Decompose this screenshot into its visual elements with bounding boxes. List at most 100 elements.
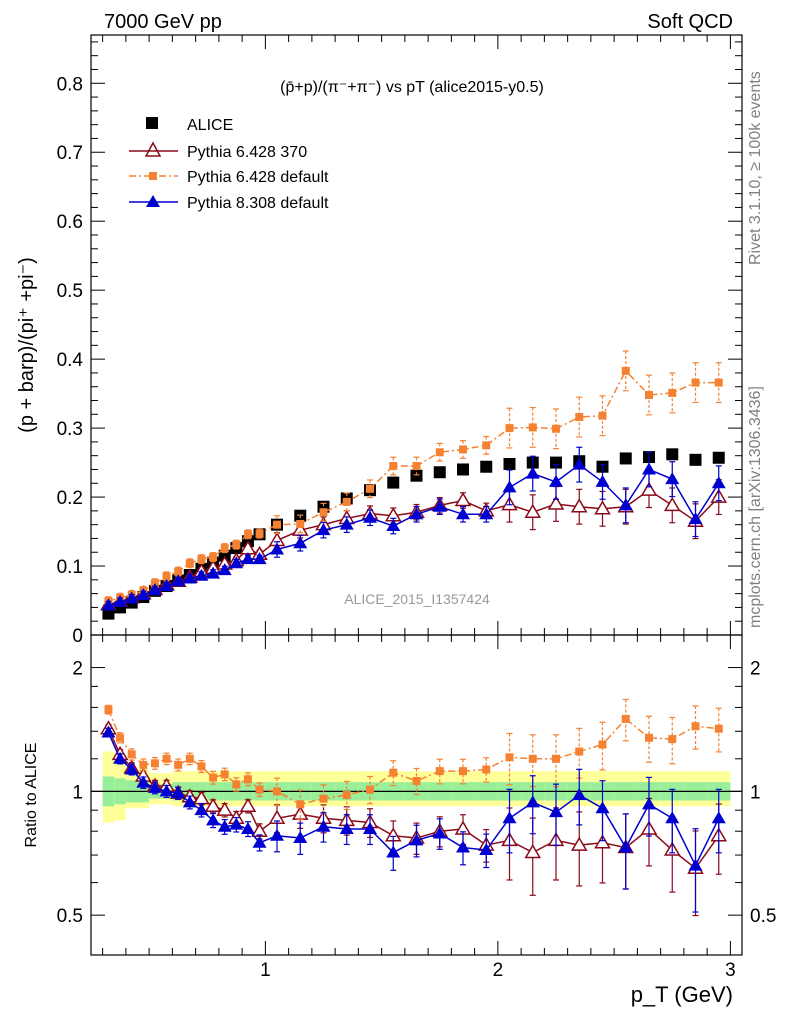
x-tick-label: 3 <box>725 960 736 981</box>
point-pythia-6-428-default-ratio <box>150 759 159 768</box>
point-pythia-6-428-default-ratio <box>482 765 491 774</box>
point-pythia-8-308-default <box>182 571 197 584</box>
main-y-tick-label: 0.8 <box>57 74 83 95</box>
legend-label-alice: ALICE <box>187 117 233 134</box>
main-y-tick-label: 0.2 <box>57 488 83 509</box>
point-pythia-8-308-default-ratio <box>194 803 209 816</box>
point-pythia-6-428-default <box>232 540 241 549</box>
point-pythia-6-428-370 <box>640 481 658 496</box>
main-y-tick-label: 0.5 <box>57 281 83 302</box>
point-pythia-6-428-default-ratio <box>209 773 218 782</box>
point-pythia-6-428-default <box>412 462 421 471</box>
point-pythia-8-308-default <box>101 598 116 611</box>
ratio-y-tick-label: 0.5 <box>57 906 83 927</box>
main-y-tick-label: 0.6 <box>57 212 83 233</box>
x-tick-label: 2 <box>493 960 504 981</box>
main-y-axis-label: (p + barp)/(pi⁺ +pi⁻) <box>16 257 38 433</box>
point-pythia-6-428-370-ratio <box>570 836 588 851</box>
point-pythia-8-308-default <box>479 507 494 520</box>
point-pythia-8-308-default-ratio <box>339 821 354 834</box>
point-pythia-8-308-default <box>525 466 540 479</box>
point-pythia-6-428-default <box>243 530 252 539</box>
point-pythia-8-308-default-ratio <box>217 819 232 832</box>
point-pythia-6-428-370-ratio <box>204 797 222 812</box>
side-mcplots-label: mcplots.cern.ch [arXiv:1306.3436] <box>747 386 764 628</box>
point-pythia-8-308-default-ratio <box>665 811 680 824</box>
point-pythia-8-308-default-ratio <box>618 840 633 853</box>
point-pythia-8-308-default-ratio <box>171 786 186 799</box>
point-alice <box>457 463 469 476</box>
point-pythia-6-428-default <box>621 366 630 375</box>
point-pythia-6-428-370-ratio <box>216 801 233 816</box>
point-pythia-8-308-default <box>293 536 308 549</box>
point-pythia-6-428-default <box>209 553 218 562</box>
point-pythia-6-428-default-ratio <box>366 785 374 794</box>
point-pythia-8-308-default <box>339 517 354 530</box>
main-y-tick-label: 0.4 <box>57 350 84 371</box>
point-pythia-8-308-default-ratio <box>136 775 151 788</box>
point-pythia-6-428-default-ratio <box>255 785 264 794</box>
point-pythia-6-428-default <box>197 555 206 564</box>
point-pythia-6-428-default <box>162 572 171 581</box>
point-pythia-6-428-default <box>714 378 723 387</box>
point-pythia-6-428-default-ratio <box>174 760 183 769</box>
point-pythia-8-308-default-ratio <box>113 751 128 764</box>
point-pythia-6-428-default <box>575 413 584 422</box>
point-pythia-6-428-default <box>482 441 491 450</box>
point-alice <box>317 500 330 513</box>
point-pythia-6-428-default <box>389 462 398 471</box>
point-alice <box>712 451 725 464</box>
point-pythia-8-308-default <box>711 476 726 489</box>
point-pythia-6-428-default-ratio <box>668 735 677 744</box>
point-pythia-6-428-default-ratio <box>139 760 148 769</box>
point-pythia-6-428-default-ratio <box>232 780 241 789</box>
point-pythia-8-308-default <box>217 563 232 576</box>
point-pythia-6-428-default-ratio <box>575 747 584 756</box>
series-marks <box>100 350 728 917</box>
point-pythia-6-428-default-ratio <box>342 790 351 799</box>
point-pythia-6-428-370 <box>454 492 472 507</box>
point-pythia-8-308-default-ratio <box>124 762 139 775</box>
point-pythia-6-428-default <box>366 484 374 493</box>
point-pythia-8-308-default <box>688 512 703 525</box>
ratio-y-axis-label: Ratio to ALICE <box>23 743 40 848</box>
point-pythia-8-308-default <box>229 556 244 569</box>
point-pythia-6-428-default-ratio <box>243 775 252 784</box>
point-pythia-6-428-default-ratio <box>621 714 630 723</box>
point-pythia-6-428-default-ratio <box>645 733 653 742</box>
point-pythia-6-428-default <box>668 388 677 397</box>
point-pythia-6-428-default <box>598 411 607 420</box>
analysis-watermark: ALICE_2015_I1357424 <box>344 591 490 607</box>
point-alice <box>503 457 516 470</box>
point-pythia-6-428-default-ratio <box>389 768 398 777</box>
point-pythia-8-308-default-ratio <box>252 835 267 848</box>
point-pythia-8-308-default-ratio <box>688 858 703 871</box>
point-alice <box>480 460 493 473</box>
point-pythia-8-308-default-ratio <box>642 797 656 810</box>
point-pythia-8-308-default <box>618 498 633 511</box>
main-y-tick-label: 0.1 <box>57 557 83 578</box>
main-y-tick-label: 0.3 <box>57 419 83 440</box>
point-pythia-6-428-default-ratio <box>714 724 723 733</box>
point-pythia-6-428-default-ratio <box>116 733 125 742</box>
point-pythia-8-308-default <box>270 542 284 555</box>
point-pythia-6-428-default <box>319 508 328 517</box>
point-alice <box>689 453 702 466</box>
point-pythia-6-428-default-ratio <box>552 754 560 763</box>
point-pythia-6-428-370 <box>547 495 565 510</box>
series-line-pythia-8-308-default <box>108 463 720 607</box>
point-alice <box>410 469 423 482</box>
point-pythia-8-308-default <box>642 462 656 475</box>
point-pythia-6-428-370-ratio <box>594 834 611 849</box>
point-pythia-8-308-default-ratio <box>549 805 563 818</box>
point-pythia-8-308-default-ratio <box>502 811 517 824</box>
point-pythia-8-308-default <box>252 552 267 565</box>
point-pythia-6-428-370 <box>524 503 542 518</box>
point-pythia-6-428-370 <box>663 496 681 512</box>
x-axis-label: p_T (GeV) <box>631 982 733 1007</box>
main-y-tick-label: 0.7 <box>57 143 83 164</box>
point-pythia-6-428-default-ratio <box>220 770 229 779</box>
point-pythia-6-428-default-ratio <box>296 800 305 809</box>
point-pythia-8-308-default-ratio <box>432 826 447 839</box>
point-pythia-6-428-default-ratio <box>162 754 171 763</box>
